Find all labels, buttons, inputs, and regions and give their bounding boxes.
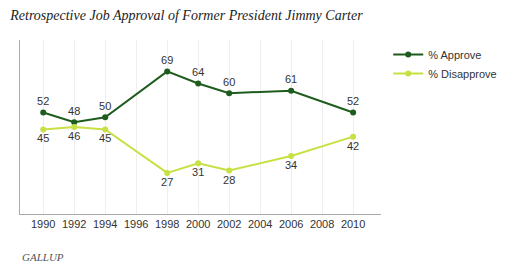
svg-text:2006: 2006 [279,218,303,230]
svg-text:2002: 2002 [217,218,241,230]
svg-text:34: 34 [285,159,297,171]
svg-text:60: 60 [223,76,235,88]
svg-text:48: 48 [68,105,80,117]
svg-text:2010: 2010 [341,218,365,230]
svg-text:45: 45 [99,132,111,144]
svg-text:50: 50 [99,100,111,112]
svg-text:27: 27 [161,176,173,188]
svg-text:1992: 1992 [62,218,86,230]
svg-text:69: 69 [161,54,173,66]
svg-text:52: 52 [347,95,359,107]
svg-text:61: 61 [285,73,297,85]
svg-text:2008: 2008 [310,218,334,230]
svg-text:2000: 2000 [186,218,210,230]
svg-text:2004: 2004 [248,218,272,230]
svg-text:42: 42 [347,140,359,152]
svg-text:1990: 1990 [31,218,55,230]
svg-text:31: 31 [192,166,204,178]
svg-text:1996: 1996 [124,218,148,230]
svg-text:64: 64 [192,66,204,78]
svg-text:45: 45 [37,132,49,144]
svg-text:% Disapprove: % Disapprove [428,68,496,80]
svg-text:52: 52 [37,95,49,107]
svg-text:Retrospective Job Approval of: Retrospective Job Approval of Former Pre… [9,8,363,23]
svg-text:% Approve: % Approve [428,49,481,61]
svg-text:28: 28 [223,174,235,186]
svg-text:46: 46 [68,130,80,142]
svg-text:1994: 1994 [93,218,117,230]
svg-text:GALLUP: GALLUP [22,251,64,263]
svg-text:1998: 1998 [155,218,179,230]
